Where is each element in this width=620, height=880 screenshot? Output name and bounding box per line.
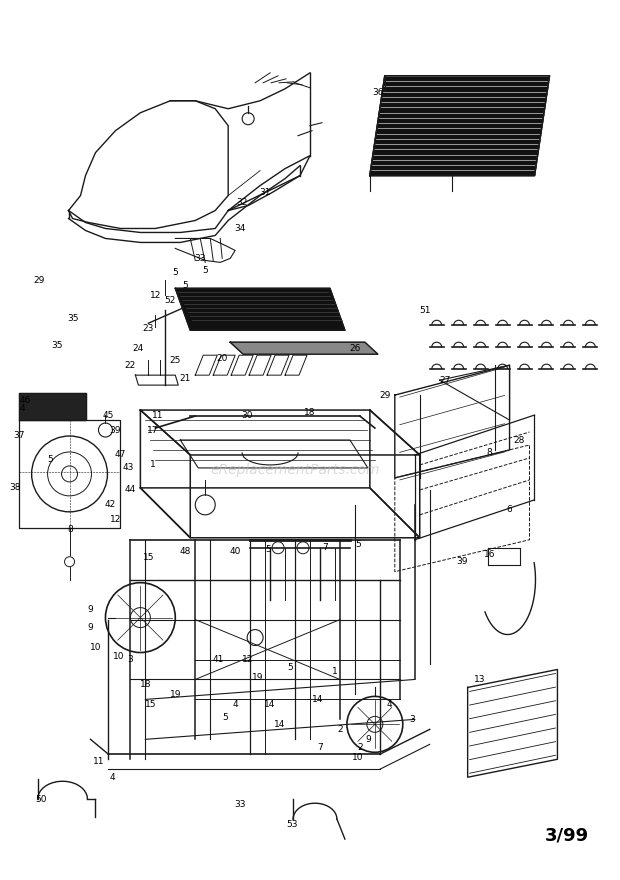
Text: 33: 33 [234, 800, 246, 809]
Text: 8: 8 [487, 449, 492, 458]
Text: 14: 14 [312, 695, 324, 704]
Text: 39: 39 [110, 426, 121, 435]
Text: 5: 5 [182, 281, 188, 290]
Text: eReplacementParts.com: eReplacementParts.com [210, 463, 380, 477]
Text: 12: 12 [110, 516, 121, 524]
Text: 48: 48 [180, 547, 191, 556]
Text: 7: 7 [317, 743, 323, 752]
Text: 4: 4 [110, 773, 115, 781]
Text: 36: 36 [372, 88, 384, 98]
Text: 7: 7 [322, 543, 328, 553]
Text: 23: 23 [143, 324, 154, 333]
Text: 8: 8 [68, 525, 73, 534]
Text: 33: 33 [195, 254, 206, 263]
Text: 35: 35 [51, 341, 63, 349]
Text: 18: 18 [140, 680, 151, 689]
Text: 14: 14 [264, 700, 276, 709]
Text: 12: 12 [149, 290, 161, 300]
Text: 5: 5 [202, 266, 208, 275]
Text: 43: 43 [123, 464, 134, 473]
Text: 38: 38 [9, 483, 20, 493]
Text: 6: 6 [507, 505, 512, 514]
Text: 22: 22 [125, 361, 136, 370]
Text: 37: 37 [13, 430, 24, 439]
Text: 45: 45 [103, 411, 114, 420]
Text: 3/99: 3/99 [545, 826, 590, 844]
Text: 29: 29 [33, 275, 44, 285]
Text: 24: 24 [133, 344, 144, 353]
Text: 46: 46 [20, 396, 32, 405]
Text: 10: 10 [113, 652, 124, 661]
Polygon shape [175, 289, 345, 330]
Text: 19: 19 [169, 690, 181, 699]
Text: 41: 41 [213, 655, 224, 664]
Text: 42: 42 [105, 501, 116, 510]
Text: 11: 11 [93, 757, 104, 766]
Text: 5: 5 [172, 268, 178, 277]
Text: 5: 5 [223, 713, 228, 722]
Text: 25: 25 [170, 356, 181, 364]
Text: 19: 19 [252, 673, 264, 682]
Polygon shape [230, 342, 378, 354]
Text: 51: 51 [419, 305, 430, 315]
Polygon shape [370, 76, 549, 176]
Text: 4: 4 [387, 700, 392, 709]
Text: 15: 15 [143, 554, 154, 562]
Text: 30: 30 [241, 411, 253, 420]
Text: 1: 1 [149, 460, 155, 469]
Text: 9: 9 [87, 623, 94, 632]
Text: 16: 16 [484, 550, 495, 560]
Text: 11: 11 [152, 411, 163, 420]
Text: 12: 12 [242, 655, 254, 664]
Text: 5: 5 [265, 546, 271, 554]
Text: 2: 2 [357, 743, 363, 752]
Text: 14: 14 [275, 720, 286, 729]
Text: 2: 2 [337, 725, 343, 734]
Text: 31: 31 [259, 188, 271, 197]
Text: 4: 4 [232, 700, 238, 709]
Text: 9: 9 [87, 605, 94, 614]
Text: 53: 53 [286, 819, 298, 829]
Text: 32: 32 [236, 198, 248, 207]
Text: 17: 17 [146, 426, 158, 435]
Text: 10: 10 [90, 643, 101, 652]
Text: 3: 3 [128, 655, 133, 664]
Text: 5: 5 [355, 540, 361, 549]
Text: 15: 15 [144, 700, 156, 709]
Text: 50: 50 [35, 795, 46, 803]
Text: 1: 1 [332, 667, 338, 676]
Text: 4: 4 [20, 404, 25, 413]
Text: 20: 20 [216, 354, 228, 363]
Text: 10: 10 [352, 752, 364, 762]
Text: 26: 26 [349, 344, 361, 353]
Text: 3: 3 [409, 715, 415, 724]
Text: 21: 21 [180, 374, 191, 383]
Text: 9: 9 [365, 735, 371, 744]
Text: 5: 5 [48, 456, 53, 465]
Text: 40: 40 [229, 547, 241, 556]
Polygon shape [19, 393, 86, 420]
Text: 28: 28 [514, 436, 525, 444]
Text: 39: 39 [456, 557, 467, 566]
Text: 44: 44 [125, 486, 136, 495]
Text: 47: 47 [115, 451, 126, 459]
Text: 18: 18 [304, 407, 316, 416]
Text: 29: 29 [379, 391, 391, 400]
Text: 34: 34 [234, 224, 246, 233]
Text: 35: 35 [67, 314, 78, 323]
Text: 5: 5 [287, 663, 293, 672]
Text: 27: 27 [439, 376, 450, 385]
Text: 13: 13 [474, 675, 485, 684]
Text: 52: 52 [165, 296, 176, 304]
